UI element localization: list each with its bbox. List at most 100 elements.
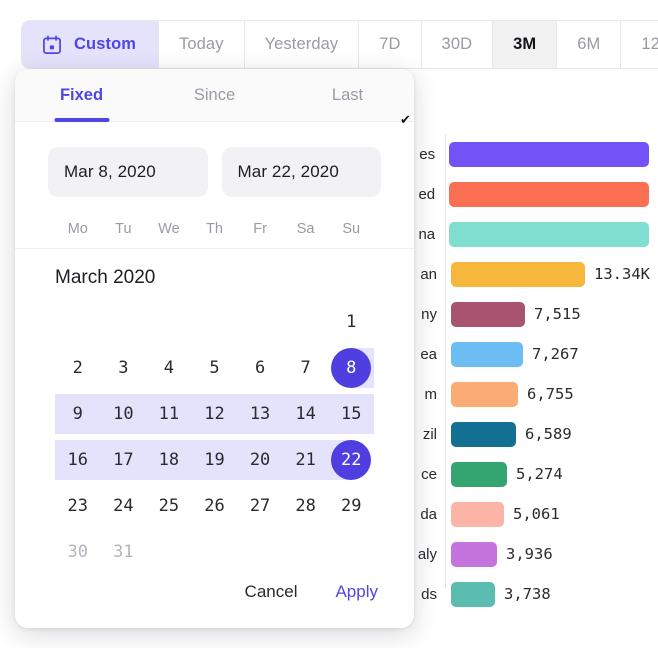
- chart-bar[interactable]: [451, 421, 516, 447]
- day-number: 30: [67, 542, 89, 562]
- date-picker-panel: Fixed Since Last Mar 8, 2020 Mar 22, 202…: [15, 69, 414, 628]
- calendar-day-cell[interactable]: 18: [146, 437, 192, 483]
- date-preset-bar: Custom Today Yesterday 7D 30D 3M 6M 12M: [21, 20, 658, 69]
- day-number: 8: [346, 358, 357, 378]
- day-number: 24: [113, 496, 134, 516]
- end-date-input[interactable]: Mar 22, 2020: [221, 147, 381, 197]
- calendar-day-cell[interactable]: 20: [237, 437, 283, 483]
- chart-bar-value: 6,755: [527, 385, 574, 403]
- apply-button[interactable]: Apply: [335, 582, 378, 601]
- day-number: 20: [249, 450, 271, 470]
- tab-fixed-label: Fixed: [59, 85, 104, 104]
- chart-bar-value: 7,515: [534, 305, 581, 323]
- tab-fixed[interactable]: Fixed: [15, 69, 148, 121]
- calendar-day-cell[interactable]: 1: [328, 299, 374, 345]
- chart-bar-row: ea 7,267: [398, 334, 658, 374]
- day-number: 4: [163, 358, 175, 378]
- calendar-day-cell[interactable]: 7: [283, 345, 329, 391]
- chart-bar[interactable]: [451, 461, 507, 487]
- chart-category-label: da: [420, 505, 437, 523]
- calendar-day-cell[interactable]: 16: [55, 437, 101, 483]
- day-number: 10: [113, 404, 134, 424]
- chart-category-label: ds: [421, 585, 437, 603]
- calendar-day-cell[interactable]: 24: [101, 483, 147, 529]
- calendar-day-cell[interactable]: 29: [328, 483, 374, 529]
- chart-bar-row: aly 3,936: [398, 534, 658, 574]
- day-number: 29: [340, 496, 362, 516]
- preset-30d[interactable]: 30D: [421, 21, 494, 68]
- chart-bar[interactable]: [451, 501, 504, 527]
- day-number: 26: [204, 496, 225, 516]
- chart-bar-value: 5,274: [516, 465, 563, 483]
- preset-12m[interactable]: 12M: [621, 21, 658, 68]
- chart-bar[interactable]: [451, 301, 525, 327]
- calendar-day-cell[interactable]: 15: [328, 391, 374, 437]
- day-number: 3: [118, 358, 129, 378]
- calendar-day-cell[interactable]: 11: [146, 391, 192, 437]
- chart-bar[interactable]: [451, 261, 585, 287]
- calendar-day-cell[interactable]: 8: [328, 345, 374, 391]
- chart-bar[interactable]: [449, 141, 649, 167]
- calendar-day-cell[interactable]: 26: [192, 483, 238, 529]
- preset-6m[interactable]: 6M: [557, 21, 622, 68]
- preset-7d[interactable]: 7D: [359, 21, 422, 68]
- preset-custom[interactable]: Custom: [22, 21, 160, 68]
- tab-last[interactable]: Last: [281, 69, 414, 121]
- tab-since[interactable]: Since: [148, 69, 281, 121]
- chart-bar[interactable]: [451, 381, 518, 407]
- calendar-day-cell[interactable]: 31: [101, 529, 147, 575]
- calendar-day-cell[interactable]: 4: [146, 345, 192, 391]
- calendar-day-cell[interactable]: 17: [100, 437, 147, 483]
- country-bar-chart: es ed na an 13.34K ny 7,515 ea 7,267 m 6,755 zil 6,5…: [398, 118, 658, 607]
- calendar-day-cell[interactable]: 10: [100, 391, 147, 437]
- calendar-day-cell[interactable]: 14: [282, 391, 329, 437]
- preset-3m[interactable]: 3M: [493, 21, 558, 68]
- chart-bar-value: 6,589: [525, 425, 572, 443]
- calendar-day-cell[interactable]: 25: [146, 483, 192, 529]
- chart-bar[interactable]: [449, 221, 649, 247]
- chart-bar-value: 7,267: [532, 345, 579, 363]
- calendar-day-cell[interactable]: 3: [101, 345, 147, 391]
- chart-category-label: ed: [418, 185, 436, 203]
- calendar-day-cell[interactable]: 28: [283, 483, 329, 529]
- chart-bar-row: es: [398, 134, 658, 174]
- chart-category-label: aly: [417, 545, 437, 563]
- calendar-icon: [41, 34, 63, 56]
- calendar-day-cell[interactable]: 5: [192, 345, 238, 391]
- preset-today[interactable]: Today: [159, 21, 245, 68]
- day-number: 19: [204, 450, 225, 470]
- calendar-day-cell[interactable]: 30: [55, 529, 101, 575]
- calendar-day-cell[interactable]: 22: [328, 437, 374, 483]
- chart-category-label: es: [419, 145, 436, 163]
- cancel-button[interactable]: Cancel: [244, 582, 298, 601]
- calendar-day-cell[interactable]: 27: [237, 483, 283, 529]
- preset-yesterday[interactable]: Yesterday: [244, 21, 360, 68]
- preset-label: 6M: [577, 35, 601, 53]
- chart-bar[interactable]: [449, 181, 649, 207]
- range-endpoint-marker: [331, 348, 372, 388]
- start-date-input[interactable]: Mar 8, 2020: [48, 147, 208, 197]
- calendar-day-cell[interactable]: 23: [55, 483, 101, 529]
- calendar-day-cell[interactable]: 2: [55, 345, 101, 391]
- calendar-day-cell[interactable]: 9: [55, 391, 101, 437]
- panel-tab-bar: Fixed Since Last: [15, 69, 414, 122]
- day-number: 17: [113, 450, 134, 470]
- weekday-sa: Sa: [296, 221, 315, 237]
- chart-bar[interactable]: [451, 341, 523, 367]
- range-endpoint-marker: [331, 440, 372, 480]
- calendar-day-cell[interactable]: 13: [237, 391, 283, 437]
- calendar-day-cell[interactable]: 12: [191, 391, 238, 437]
- calendar-day-cell[interactable]: 6: [237, 345, 283, 391]
- month-title: March 2020: [55, 267, 156, 288]
- day-number: 15: [340, 404, 362, 424]
- chart-bar[interactable]: [451, 541, 497, 567]
- calendar-day-cell[interactable]: 19: [191, 437, 238, 483]
- chart-bar[interactable]: [451, 581, 495, 607]
- chart-bar-row: m 6,755: [398, 374, 658, 414]
- day-number: 9: [72, 404, 83, 424]
- weekday-tu: Tu: [115, 221, 132, 237]
- checkmark-icon: ✔: [400, 112, 411, 127]
- tab-since-label: Since: [193, 85, 236, 104]
- chart-bar-value: 5,061: [513, 505, 560, 523]
- calendar-day-cell[interactable]: 21: [282, 437, 329, 483]
